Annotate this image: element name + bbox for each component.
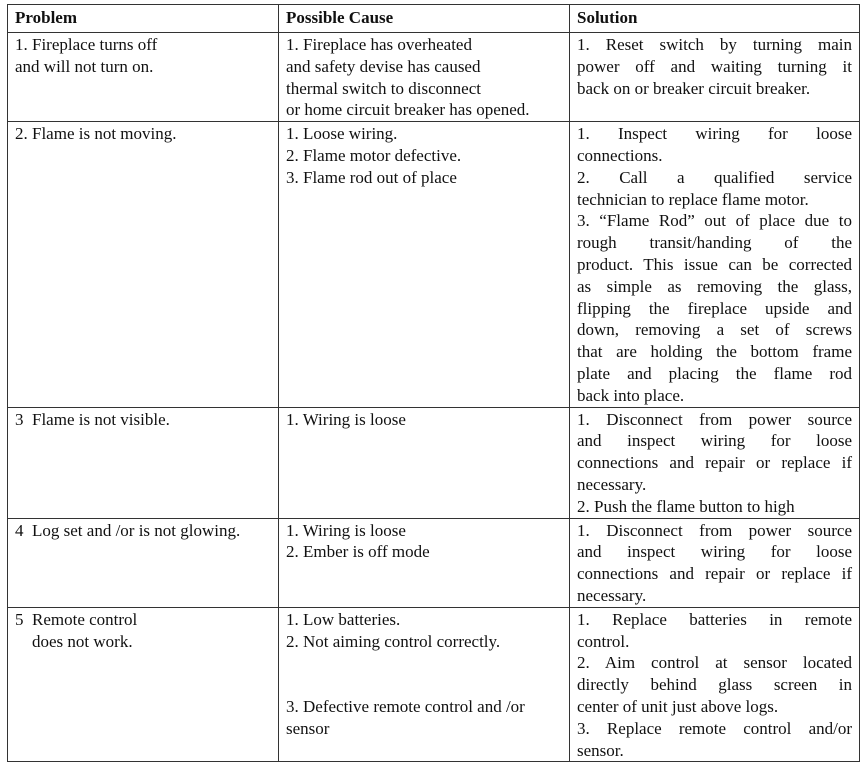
cause-cell: 1. Wiring is loose [278,406,570,519]
text-line [286,652,562,674]
text-line: 1. Replace batteries in remote [577,609,852,629]
text-line: 2. Call a qualified service [577,167,852,187]
table-row: 2. Flame is not moving. 1. Loose wiring. 2… [7,121,860,408]
text-line: 3 Flame is not visible. [15,409,170,429]
text-line: 1. Disconnect from power source [577,409,852,429]
text-line: sensor. [577,740,624,760]
solution-cell: 1. Replace batteries in remote control. 2.… [569,606,860,762]
troubleshooting-table: Problem Possible Cause Solution 1. Firep… [7,4,860,762]
text-line: 2. Ember is off mode [286,542,430,562]
text-line: sensor [286,718,330,738]
text-line: plate and placing the flame rod [577,363,852,383]
text-line: down, removing a set of screws [577,320,852,340]
table-row: 5 Remote control does not work. 1. Low ba… [7,606,860,762]
text-line: connections. [577,145,663,165]
cause-cell: 1. Loose wiring. 2. Flame motor defective… [278,121,570,408]
text-line: and will not turn on. [15,56,154,76]
text-line: 2. Flame is not moving. [15,124,177,144]
text-line: 1. Fireplace turns off [15,35,158,54]
header-possible-cause: Possible Cause [278,4,570,33]
text-line: 3. Defective remote control and /or [286,696,525,716]
solution-cell: 1. Inspect wiring for loose connections. 2… [569,121,860,408]
text-line: 1. Loose wiring. [286,124,398,144]
text-line: 2. Aim control at sensor located [577,653,852,673]
cause-cell: 1. Fireplace has overheated and safety de… [278,31,570,123]
text-line: back on or breaker circuit breaker. [577,78,811,98]
text-line: 5 Remote control [15,609,138,629]
text-line: or home circuit breaker has opened. [286,100,530,120]
text-line: control. [577,631,630,651]
text-line: 2. Flame motor defective. [286,145,462,165]
header-solution: Solution [569,4,860,33]
text-line: center of unit just above logs. [577,696,779,716]
cause-cell: 1. Low batteries. 2. Not aiming control c… [278,606,570,762]
header-row: Problem Possible Cause Solution [7,4,860,33]
text-line: and inspect wiring for loose [577,431,852,451]
text-line: 1. Wiring is loose [286,520,406,540]
text-line: 4 Log set and /or is not glowing. [15,520,241,540]
table-row: 1. Fireplace turns off and will not turn … [7,31,860,123]
problem-cell: 1. Fireplace turns off and will not turn … [7,31,279,123]
text-line: 1. Low batteries. [286,609,401,629]
text-line: 3. “Flame Rod” out of place due to [577,211,852,231]
text-line: 1. Disconnect from power source [577,520,852,540]
text-line: 2. Push the flame button to high [577,496,795,516]
text-line [286,674,562,696]
text-line: necessary. [577,585,647,605]
cause-cell: 1. Wiring is loose 2. Ember is off mode [278,517,570,608]
solution-cell: 1. Disconnect from power source and inspe… [569,517,860,608]
text-line: and inspect wiring for loose [577,542,852,562]
table-row: 3 Flame is not visible. 1. Wiring is loos… [7,406,860,519]
problem-cell: 5 Remote control does not work. [7,606,279,762]
text-line: back into place. [577,385,685,405]
text-line: 2. Not aiming control correctly. [286,631,501,651]
text-line: connections and repair or replace if [577,453,852,473]
table-row: 4 Log set and /or is not glowing. 1. Wiri… [7,517,860,608]
text-line: flipping the fireplace upside and [577,298,852,318]
text-line: 1. Fireplace has overheated [286,35,472,54]
solution-cell: 1. Reset switch by turning main power off… [569,31,860,123]
text-line: directly behind glass screen in [577,675,852,695]
solution-cell: 1. Disconnect from power source and inspe… [569,406,860,519]
problem-cell: 3 Flame is not visible. [7,406,279,519]
text-line: that are holding the bottom frame [577,342,852,362]
text-line: 3. Replace remote control and/or [577,718,852,738]
text-line: does not work. [15,631,133,651]
text-line: 1. Inspect wiring for loose [577,124,852,144]
text-line: rough transit/handing of the [577,233,852,253]
problem-cell: 4 Log set and /or is not glowing. [7,517,279,608]
text-line: necessary. [577,474,647,494]
text-line: 3. Flame rod out of place [286,167,457,187]
text-line: technician to replace flame motor. [577,189,809,209]
text-line: and safety devise has caused [286,56,481,76]
text-line: as simple as removing the glass, [577,276,852,296]
header-problem: Problem [7,4,279,33]
text-line: thermal switch to disconnect [286,78,481,98]
text-line: product. This issue can be corrected [577,254,852,274]
text-line: connections and repair or replace if [577,564,852,584]
problem-cell: 2. Flame is not moving. [7,121,279,408]
text-line: 1. Reset switch by turning main [577,35,852,54]
text-line: 1. Wiring is loose [286,409,406,429]
text-line: power off and waiting turning it [577,56,852,76]
